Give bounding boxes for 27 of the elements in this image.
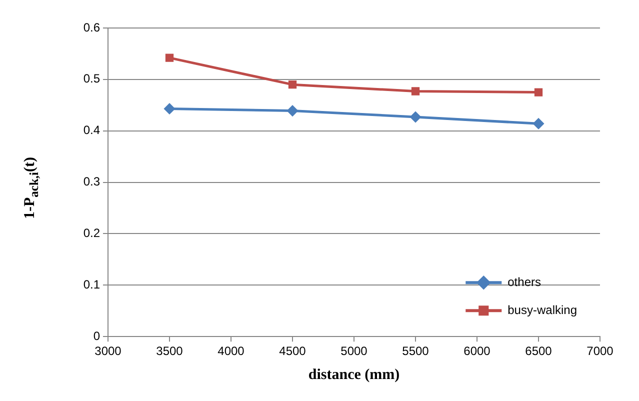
y-tick-label: 0.4 <box>83 123 100 138</box>
point <box>287 106 298 116</box>
y-tick-label: 0.1 <box>83 277 100 292</box>
y-tick-label: 0 <box>93 328 100 343</box>
legend-label: others <box>508 274 541 289</box>
point <box>164 104 175 114</box>
point <box>288 80 297 89</box>
x-tick-label: 4000 <box>218 344 245 358</box>
x-tick-label: 6500 <box>525 344 552 358</box>
x-tick-label: 5500 <box>402 344 430 358</box>
point <box>165 54 174 62</box>
y-tick-label: 0.6 <box>83 20 100 34</box>
y-tick-label: 0.3 <box>83 174 100 189</box>
x-tick-label: 3500 <box>156 344 184 358</box>
point <box>411 87 420 96</box>
point <box>533 118 544 129</box>
x-tick-label: 5000 <box>340 344 368 358</box>
y-tick-label: 0.5 <box>83 72 100 86</box>
x-tick-label: 4500 <box>279 344 306 358</box>
x-tick-label: 3000 <box>94 344 122 358</box>
x-tick-label: 7000 <box>586 344 614 358</box>
x-tick-label: 6000 <box>464 344 491 358</box>
legend-label: busy-walking <box>508 302 578 317</box>
x-axis-title: distance (mm) <box>308 366 400 383</box>
point <box>410 112 421 122</box>
point <box>534 88 543 96</box>
y-tick-label: 0.2 <box>83 226 100 240</box>
